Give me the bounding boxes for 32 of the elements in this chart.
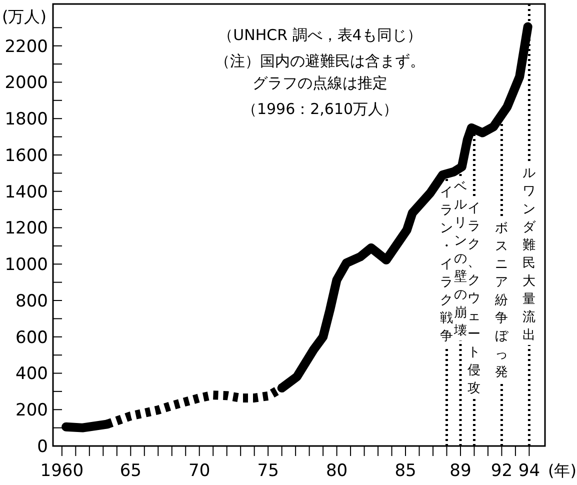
y-tick-label: 0 — [37, 437, 48, 457]
y-tick-label: 1800 — [4, 110, 48, 130]
y-tick-label: 1000 — [4, 255, 48, 276]
text: ボスニア紛争ぼっ発 — [495, 220, 508, 380]
y-tick-label: 400 — [16, 364, 48, 384]
text: ベルリンの壁の崩壊 — [454, 180, 467, 339]
annotation: （UNHCR 調べ，表4も同じ） — [218, 26, 422, 44]
y-tick-label: 1200 — [4, 218, 48, 239]
x-tick-label: 94 — [518, 461, 540, 481]
y-tick-label: 800 — [16, 291, 48, 312]
y-tick-label: 1400 — [4, 182, 48, 202]
y-tick-label: 200 — [16, 400, 48, 421]
x-tick-label: 70 — [188, 461, 210, 481]
x-tick-label: 92 — [490, 461, 513, 481]
annotation: （1996：2,610万人） — [242, 100, 398, 118]
x-tick-label: 89 — [450, 461, 472, 481]
x-tick-label: 65 — [120, 461, 142, 481]
x-tick-label: 1960 — [40, 461, 84, 481]
text: イラン・イラク戦争 — [440, 185, 454, 344]
x-tick-label: 85 — [394, 461, 416, 481]
y-tick-label: 1600 — [4, 146, 48, 166]
annotation: グラフの点線は推定 — [252, 74, 388, 92]
y-tick-label: 2200 — [4, 36, 48, 57]
x-axis-title: (年) — [548, 461, 576, 480]
y-tick-label: 2000 — [4, 73, 48, 94]
x-tick-label: 80 — [326, 461, 348, 481]
annotation: （注）国内の避難民は含まず。 — [215, 52, 425, 70]
text: ルワンダ難民大量流出 — [522, 166, 536, 343]
text: イラク、クウェート侵攻 — [468, 200, 481, 396]
x-tick-label: 75 — [257, 461, 279, 481]
y-tick-label: 600 — [16, 328, 48, 348]
y-axis-title: (万人) — [2, 7, 46, 26]
